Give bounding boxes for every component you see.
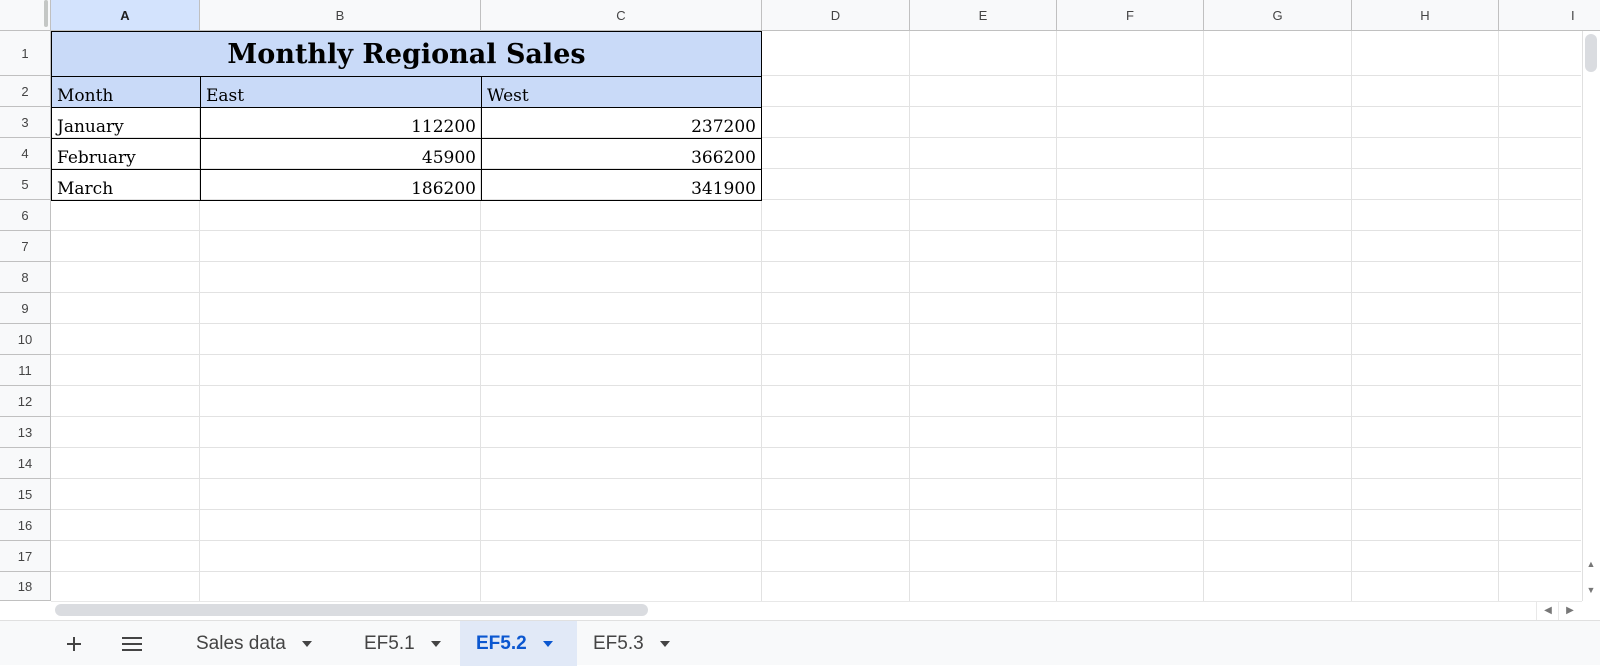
gridline [51,137,1581,138]
gridline [51,106,1581,107]
sheet-tab-ef5-3[interactable]: EF5.3 [577,621,686,666]
scroll-right-arrow-icon[interactable]: ▶ [1558,601,1581,620]
gridline [480,31,481,601]
gridline [51,75,1581,76]
sheet-tab-label: EF5.3 [593,632,644,654]
row-header-1[interactable]: 1 [0,31,51,76]
scroll-down-arrow-icon[interactable]: ▼ [1586,585,1596,595]
add-sheet-button[interactable] [54,621,94,666]
gridline [51,199,1581,200]
row-header-17[interactable]: 17 [0,541,51,572]
row-header-15[interactable]: 15 [0,479,51,510]
column-header-b[interactable]: B [200,0,481,31]
column-header-i[interactable]: I [1499,0,1600,31]
month-cell[interactable]: March [51,169,201,201]
column-header-e[interactable]: E [910,0,1057,31]
west-value-cell[interactable]: 341900 [481,169,762,201]
chevron-down-icon[interactable] [542,640,553,647]
chevron-down-icon[interactable] [430,640,441,647]
column-header-d[interactable]: D [762,0,910,31]
column-header-c[interactable]: C [481,0,762,31]
spreadsheet-grid[interactable]: A B C D E F G H I 1 2 3 4 5 6 7 8 9 10 1… [0,0,1600,620]
gridline [51,447,1581,448]
header-cell-month[interactable]: Month [51,76,201,108]
scroll-left-arrow-icon[interactable]: ◀ [1536,601,1559,620]
gridline [909,31,910,601]
plus-icon [67,636,81,651]
sheet-tab-ef5-1[interactable]: EF5.1 [348,621,457,666]
row-header-12[interactable]: 12 [0,386,51,417]
sheet-tab-bar: Sales data EF5.1 EF5.2 EF5.3 [0,620,1600,666]
column-header-a[interactable]: A [51,0,200,31]
row-header-9[interactable]: 9 [0,293,51,324]
gridline [1203,31,1204,601]
menu-icon [122,636,142,651]
gridline [1498,31,1499,601]
row-header-13[interactable]: 13 [0,417,51,448]
column-header-g[interactable]: G [1204,0,1352,31]
gridline [51,509,1581,510]
east-value-cell[interactable]: 112200 [200,107,482,139]
row-header-16[interactable]: 16 [0,510,51,541]
row-header-7[interactable]: 7 [0,231,51,262]
row-header-5[interactable]: 5 [0,169,51,200]
chevron-down-icon[interactable] [659,640,670,647]
row-header-10[interactable]: 10 [0,324,51,355]
month-cell[interactable]: January [51,107,201,139]
gridline [1351,31,1352,601]
horizontal-scroll-thumb[interactable] [55,604,648,616]
gridline [51,478,1581,479]
vertical-scrollbar[interactable] [1582,31,1600,601]
row-header-6[interactable]: 6 [0,200,51,231]
chevron-down-icon[interactable] [301,640,312,647]
gridline [51,230,1581,231]
row-header-14[interactable]: 14 [0,448,51,479]
gridline [761,31,762,601]
east-value-cell[interactable]: 45900 [200,138,482,170]
sheet-tab-label: EF5.2 [476,632,527,654]
gridline [51,416,1581,417]
column-header-h[interactable]: H [1352,0,1499,31]
gridline [51,571,1581,572]
all-sheets-button[interactable] [112,621,152,666]
gridline [199,31,200,601]
header-cell-west[interactable]: West [481,76,762,108]
gridline [1056,31,1057,601]
east-value-cell[interactable]: 186200 [200,169,482,201]
header-cell-east[interactable]: East [200,76,482,108]
column-header-f[interactable]: F [1057,0,1204,31]
sheet-tab-label: Sales data [196,632,286,654]
sheet-tab-ef5-2[interactable]: EF5.2 [460,621,577,666]
row-header-11[interactable]: 11 [0,355,51,386]
gridline [51,540,1581,541]
scroll-up-arrow-icon[interactable]: ▲ [1586,559,1596,569]
row-header-4[interactable]: 4 [0,138,51,169]
west-value-cell[interactable]: 237200 [481,107,762,139]
row-header-8[interactable]: 8 [0,262,51,293]
row-header-3[interactable]: 3 [0,107,51,138]
gridline [51,354,1581,355]
gridline [51,292,1581,293]
vertical-scroll-thumb[interactable] [1585,34,1597,72]
west-value-cell[interactable]: 366200 [481,138,762,170]
title-cell[interactable]: Monthly Regional Sales [51,31,762,77]
month-cell[interactable]: February [51,138,201,170]
sheet-tab-sales-data[interactable]: Sales data [180,621,328,666]
row-header-18[interactable]: 18 [0,572,51,601]
select-all-corner[interactable] [0,0,51,31]
gridline [51,385,1581,386]
row-header-2[interactable]: 2 [0,76,51,107]
gridline [51,168,1581,169]
gridline [51,323,1581,324]
sheet-tab-label: EF5.1 [364,632,415,654]
gridline [51,261,1581,262]
